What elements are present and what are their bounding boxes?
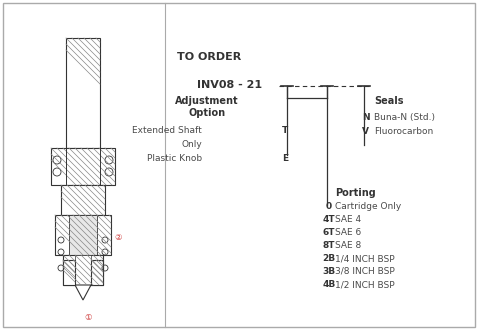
Text: 6T: 6T bbox=[323, 228, 335, 237]
Bar bbox=[69, 215, 97, 255]
Text: V: V bbox=[362, 127, 369, 136]
Text: Plastic Knob: Plastic Knob bbox=[147, 154, 202, 163]
Text: Option: Option bbox=[188, 108, 226, 118]
Bar bbox=[63, 255, 103, 285]
Text: INV08 - 21: INV08 - 21 bbox=[197, 80, 262, 90]
Text: 1/4 INCH BSP: 1/4 INCH BSP bbox=[335, 254, 394, 263]
Text: 0: 0 bbox=[326, 202, 332, 211]
Text: Cartridge Only: Cartridge Only bbox=[335, 202, 401, 211]
Text: SAE 4: SAE 4 bbox=[335, 215, 361, 224]
Text: 8T: 8T bbox=[323, 241, 335, 250]
Text: 1/2 INCH BSP: 1/2 INCH BSP bbox=[335, 280, 394, 289]
Text: Adjustment: Adjustment bbox=[175, 96, 239, 106]
Bar bbox=[91, 260, 103, 285]
Text: SAE 6: SAE 6 bbox=[335, 228, 361, 237]
Text: 2B: 2B bbox=[322, 254, 336, 263]
Text: 3B: 3B bbox=[322, 267, 336, 276]
Text: Extended Shaft: Extended Shaft bbox=[132, 126, 202, 135]
Text: SAE 8: SAE 8 bbox=[335, 241, 361, 250]
Text: Porting: Porting bbox=[335, 188, 376, 198]
Text: Only: Only bbox=[181, 140, 202, 149]
Text: TO ORDER: TO ORDER bbox=[177, 52, 241, 62]
Text: ①: ① bbox=[84, 314, 92, 322]
Bar bbox=[75, 255, 91, 285]
Text: ②: ② bbox=[114, 234, 122, 243]
Text: 3/8 INCH BSP: 3/8 INCH BSP bbox=[335, 267, 395, 276]
Bar bbox=[51, 148, 115, 185]
Text: Buna-N (Std.): Buna-N (Std.) bbox=[374, 113, 435, 122]
Text: Fluorocarbon: Fluorocarbon bbox=[374, 127, 433, 136]
Text: Seals: Seals bbox=[374, 96, 403, 106]
Text: 4T: 4T bbox=[323, 215, 335, 224]
Bar bbox=[55, 215, 111, 255]
Bar bbox=[61, 185, 105, 215]
Text: N: N bbox=[362, 113, 369, 122]
Text: 4B: 4B bbox=[322, 280, 336, 289]
Polygon shape bbox=[75, 285, 91, 300]
Text: E: E bbox=[282, 154, 288, 163]
Text: T: T bbox=[282, 126, 288, 135]
Bar bbox=[66, 38, 100, 148]
Bar bbox=[63, 260, 75, 285]
